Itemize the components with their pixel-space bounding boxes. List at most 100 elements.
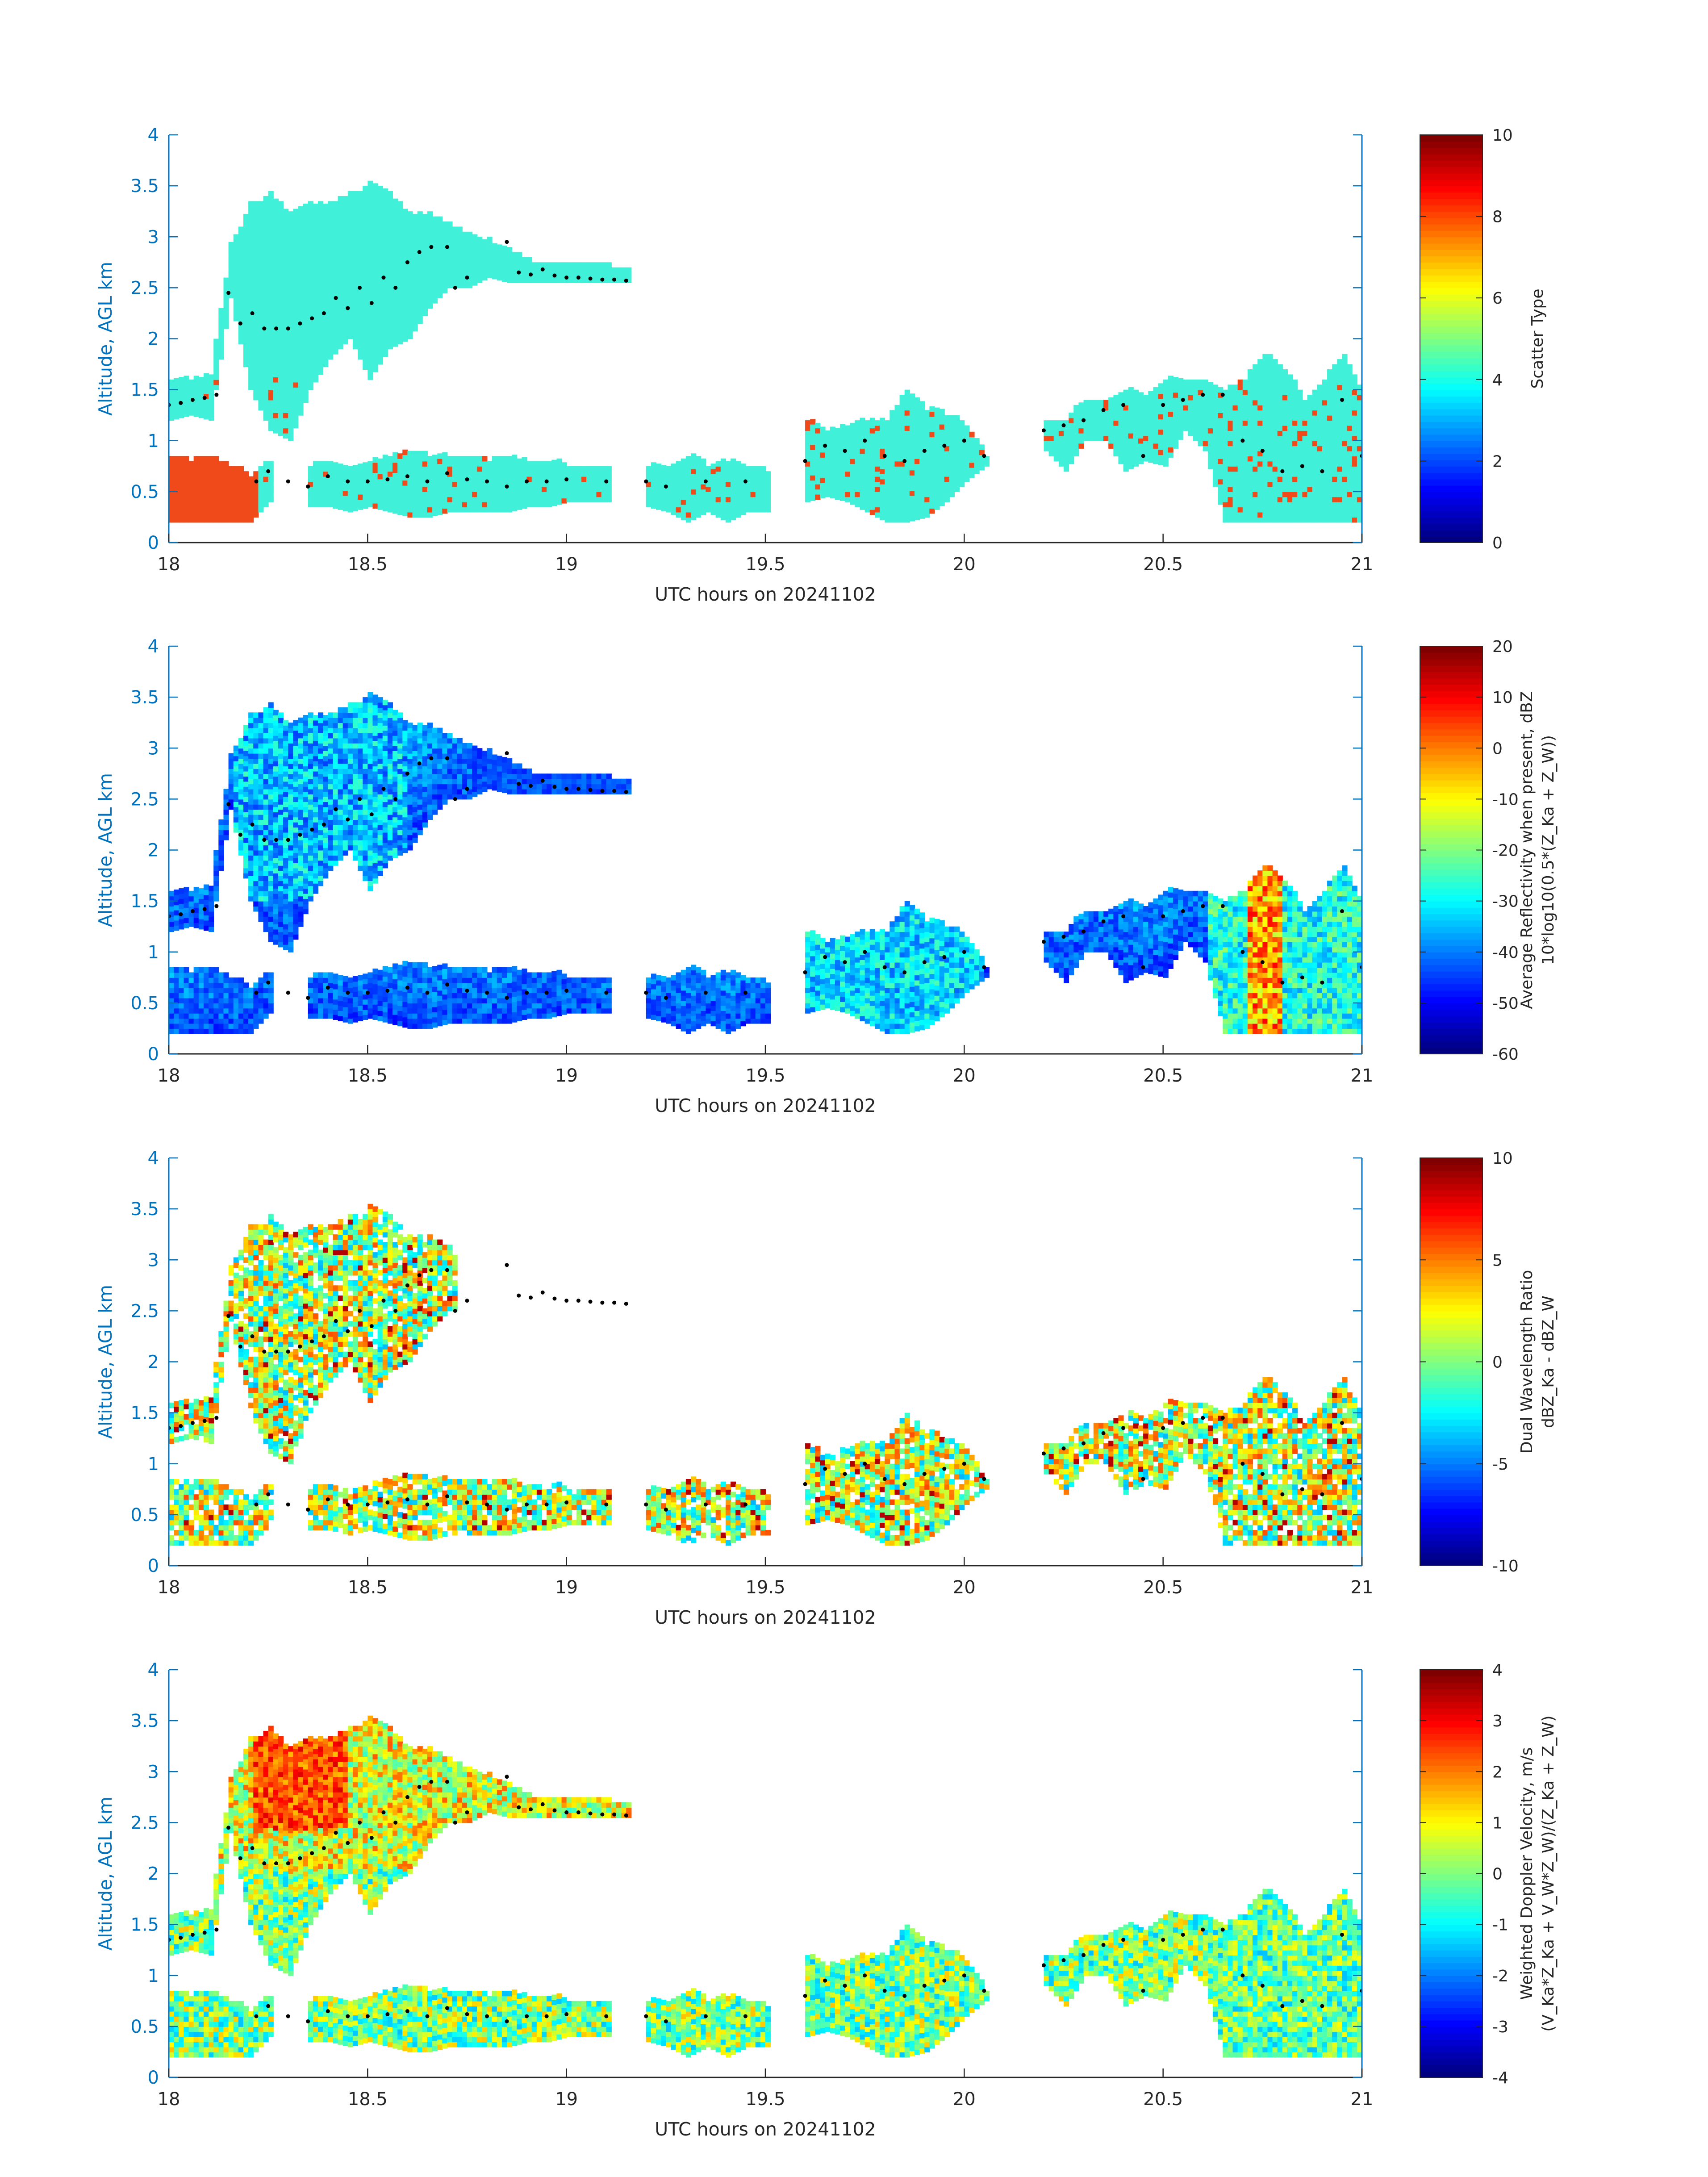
heatmap-cell — [1098, 420, 1104, 426]
heatmap-cell — [1247, 497, 1253, 502]
heatmap-cell — [1357, 435, 1362, 441]
heatmap-cell — [1327, 451, 1333, 456]
heatmap-cell — [179, 491, 184, 497]
heatmap-cell — [268, 374, 274, 380]
heatmap-cell — [919, 493, 925, 499]
heatmap-cell — [407, 323, 413, 329]
heatmap-cell — [924, 466, 930, 472]
heatmap-cell — [188, 481, 194, 487]
heatmap-cell — [1193, 389, 1199, 396]
heatmap-cell — [1292, 420, 1298, 426]
heatmap-cell — [904, 451, 910, 456]
heatmap-cell — [1118, 443, 1124, 449]
heatmap-cell — [213, 497, 219, 502]
heatmap-cell — [805, 476, 811, 482]
heatmap-cell — [437, 479, 443, 485]
heatmap-cell — [1302, 410, 1308, 416]
heatmap-cell — [198, 412, 204, 418]
heatmap-cell — [387, 206, 393, 212]
heatmap-cell — [1128, 438, 1134, 444]
heatmap-cell — [352, 343, 359, 350]
heatmap-cell — [188, 461, 194, 467]
heatmap-cell — [253, 334, 259, 339]
heatmap-cell — [377, 282, 383, 288]
heatmap-cell — [268, 486, 274, 492]
heatmap-cell — [1262, 369, 1268, 375]
heatmap-cell — [298, 359, 304, 365]
heatmap-cell — [393, 503, 398, 509]
heatmap-cell — [397, 257, 403, 263]
heatmap-cell — [825, 435, 831, 441]
heatmap-cell — [1297, 415, 1303, 421]
colorbar-tick-label: 6 — [1492, 289, 1503, 308]
heatmap-cell — [1198, 425, 1203, 431]
heatmap-cell — [487, 497, 493, 502]
heatmap-cell — [820, 462, 826, 468]
heatmap-cell — [1173, 382, 1179, 388]
heatmap-cell — [869, 438, 875, 444]
heatmap-cell — [472, 471, 478, 477]
heatmap-cell — [393, 457, 398, 463]
heatmap-cell — [209, 486, 214, 492]
heatmap-cell — [656, 479, 662, 485]
heatmap-cell — [412, 280, 418, 286]
heatmap-cell — [1232, 446, 1238, 451]
heatmap-cell — [1163, 435, 1169, 441]
heatmap-cell — [477, 455, 483, 462]
heatmap-cell — [1357, 471, 1362, 477]
heatmap-cell — [169, 379, 175, 385]
heatmap-cell — [1173, 377, 1179, 383]
heatmap-cell — [706, 471, 711, 477]
cloud-top-point — [1320, 469, 1324, 473]
heatmap-cell — [596, 497, 602, 502]
heatmap-cell — [1123, 389, 1129, 396]
heatmap-cell — [1232, 430, 1238, 436]
heatmap-cell — [949, 435, 955, 441]
heatmap-cell — [954, 420, 960, 426]
heatmap-cell — [522, 262, 527, 268]
heatmap-cell — [218, 507, 224, 513]
heatmap-cell — [1272, 471, 1278, 477]
heatmap-cell — [1223, 461, 1228, 467]
heatmap-cell — [188, 501, 194, 508]
heatmap-cell — [1342, 374, 1348, 380]
heatmap-cell — [358, 468, 363, 474]
heatmap-cell — [417, 231, 423, 238]
heatmap-cell — [1253, 451, 1258, 456]
heatmap-cell — [1138, 438, 1144, 444]
heatmap-cell — [218, 461, 224, 467]
heatmap-cell — [472, 461, 478, 467]
heatmap-cell — [477, 507, 483, 513]
heatmap-cell — [522, 488, 527, 493]
heatmap-cell — [1198, 420, 1203, 426]
heatmap-cell — [169, 466, 175, 472]
heatmap-cell — [1113, 420, 1119, 426]
heatmap-cell — [338, 494, 343, 500]
heatmap-cell — [323, 295, 329, 301]
colorbar-segment — [1420, 460, 1482, 467]
heatmap-cell — [850, 433, 856, 439]
heatmap-cell — [1277, 410, 1283, 416]
heatmap-cell — [1262, 486, 1268, 492]
heatmap-cell — [293, 275, 299, 281]
heatmap-cell — [188, 901, 194, 907]
heatmap-cell — [363, 247, 368, 253]
heatmap-cell — [740, 499, 746, 505]
colorbar-segment — [1420, 262, 1482, 269]
heatmap-cell — [909, 460, 915, 465]
heatmap-cell — [1352, 446, 1357, 451]
heatmap-cell — [184, 892, 189, 898]
heatmap-cell — [696, 466, 702, 472]
heatmap-cell — [437, 221, 443, 227]
heatmap-cell — [203, 373, 209, 379]
heatmap-cell — [462, 252, 468, 258]
heatmap-cell — [1093, 430, 1099, 436]
heatmap-cell — [1133, 400, 1139, 405]
heatmap-cell — [352, 495, 359, 501]
heatmap-cell — [397, 458, 403, 464]
heatmap-cell — [874, 471, 881, 477]
heatmap-cell — [382, 280, 388, 286]
heatmap-cell — [263, 374, 269, 380]
heatmap-cell — [1242, 471, 1248, 477]
heatmap-cell — [417, 471, 423, 477]
